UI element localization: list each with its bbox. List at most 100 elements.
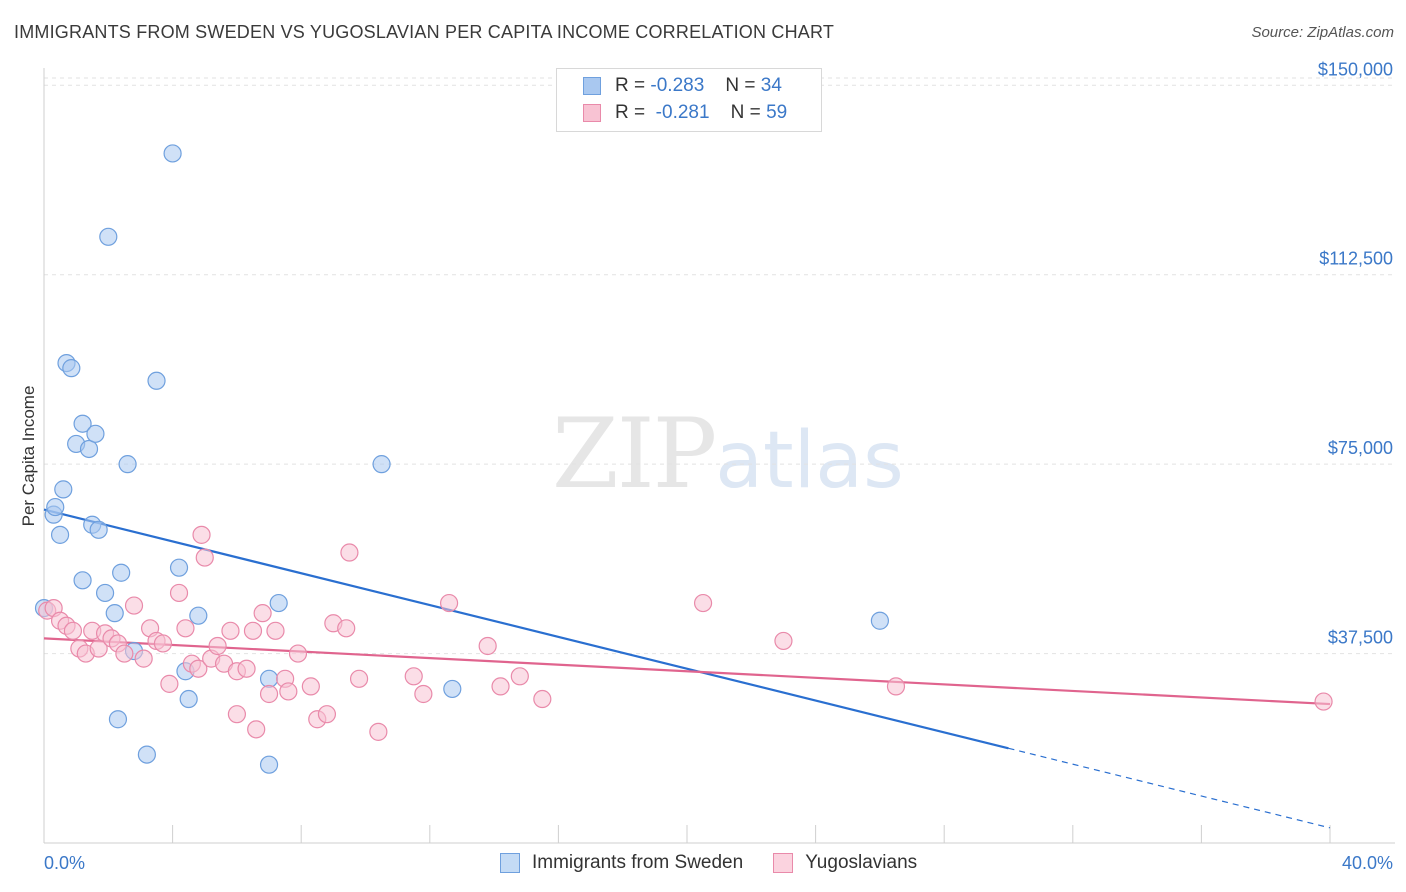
data-point — [73, 414, 92, 433]
series-label-yugoslavians: Yugoslavians — [805, 852, 918, 873]
legend-n-label: N = — [725, 75, 756, 96]
data-point — [89, 639, 108, 658]
data-point — [50, 525, 70, 544]
data-point — [99, 227, 118, 246]
data-point — [443, 679, 462, 699]
data-point — [134, 649, 153, 668]
data-point — [369, 722, 388, 741]
data-point — [478, 636, 497, 656]
data-point — [337, 619, 356, 638]
data-point — [108, 710, 128, 729]
data-point — [169, 558, 189, 577]
series-legend-sweden[interactable]: Immigrants from Sweden — [500, 852, 743, 874]
source-label: Source: ZipAtlas.com — [1251, 24, 1394, 41]
data-point — [693, 593, 713, 613]
data-point — [533, 689, 552, 709]
trend-line-yugoslavians — [43, 637, 1331, 706]
data-point — [259, 684, 279, 704]
data-point — [63, 621, 83, 640]
data-point — [221, 621, 240, 640]
series-yugoslavians-points — [38, 525, 1333, 741]
data-point — [118, 455, 137, 474]
legend-row-sweden: R = -0.283 N = 34 — [583, 73, 782, 99]
data-point — [208, 636, 227, 656]
data-point — [153, 634, 173, 653]
data-point — [317, 705, 337, 724]
legend-r-label: R = — [615, 75, 646, 96]
data-point — [491, 677, 510, 696]
y-tick-label: $75,000 — [1328, 438, 1393, 458]
data-point — [266, 621, 285, 640]
series-legend-yugoslavians[interactable]: Yugoslavians — [773, 852, 917, 874]
data-point — [62, 359, 81, 378]
data-point — [137, 745, 156, 764]
data-point — [886, 677, 906, 696]
data-point — [774, 631, 793, 651]
trend-line-sweden-extrapolated — [1008, 747, 1331, 829]
data-point — [372, 455, 391, 474]
data-point — [259, 669, 279, 688]
legend-n-label: N = — [730, 102, 761, 123]
data-point — [237, 659, 256, 678]
x-tick-label-min: 0.0% — [44, 853, 85, 873]
data-point — [179, 689, 198, 709]
data-point — [160, 674, 179, 693]
series-swatch-sweden — [500, 853, 520, 873]
data-point — [54, 480, 73, 499]
data-point — [227, 705, 246, 724]
data-point — [195, 548, 214, 567]
data-point — [870, 611, 890, 630]
data-point — [279, 682, 298, 701]
data-points — [34, 144, 1333, 774]
legend-r-label: R = — [615, 102, 646, 123]
x-tick-label-max: 40.0% — [1342, 853, 1393, 873]
legend-r-value: -0.283 — [650, 75, 705, 96]
series-sweden-points — [34, 144, 890, 774]
tick-labels: $37,500 $75,000 $112,500 $150,000 0.0% 40.0% P… — [19, 59, 1393, 873]
data-point — [243, 621, 263, 640]
y-tick-label: $37,500 — [1328, 628, 1393, 648]
data-point — [349, 669, 369, 688]
data-point — [269, 593, 288, 613]
y-tick-label: $112,500 — [1319, 249, 1393, 269]
data-point — [1314, 692, 1333, 711]
legend-r-value: -0.281 — [655, 102, 710, 123]
data-point — [189, 606, 208, 625]
data-point — [189, 659, 208, 678]
data-point — [176, 619, 195, 638]
series-label-sweden: Immigrants from Sweden — [532, 852, 744, 873]
correlation-legend: R = -0.283 N = 34 R = -0.281 N = 59 — [556, 68, 822, 132]
data-point — [169, 583, 189, 603]
data-point — [147, 371, 166, 390]
grid-lines — [44, 77, 1395, 655]
axes — [43, 68, 1395, 844]
data-point — [404, 667, 423, 686]
data-point — [73, 571, 92, 590]
data-point — [115, 644, 134, 663]
data-point — [112, 563, 131, 582]
data-point — [340, 543, 359, 562]
data-point — [163, 144, 182, 163]
data-point — [439, 593, 459, 613]
legend-swatch-yugoslavians — [583, 104, 601, 122]
data-point — [192, 525, 211, 544]
data-point — [89, 520, 108, 539]
data-point — [105, 604, 124, 623]
data-point — [253, 604, 272, 623]
legend-row-yugoslavians: R = -0.281 N = 59 — [583, 100, 787, 126]
y-axis-label: Per Capita Income — [19, 386, 38, 527]
data-point — [414, 684, 433, 704]
data-point — [510, 667, 529, 686]
data-point — [95, 583, 115, 603]
legend-swatch-sweden — [583, 77, 601, 95]
series-legend: Immigrants from Sweden Yugoslavians — [500, 852, 947, 874]
data-point — [124, 596, 144, 615]
data-point — [79, 439, 99, 459]
data-point — [46, 497, 65, 517]
data-point — [288, 644, 308, 663]
series-swatch-yugoslavians — [773, 853, 794, 873]
legend-n-value: 59 — [766, 102, 788, 123]
data-point — [247, 720, 266, 739]
y-tick-label: $150,000 — [1318, 59, 1393, 79]
